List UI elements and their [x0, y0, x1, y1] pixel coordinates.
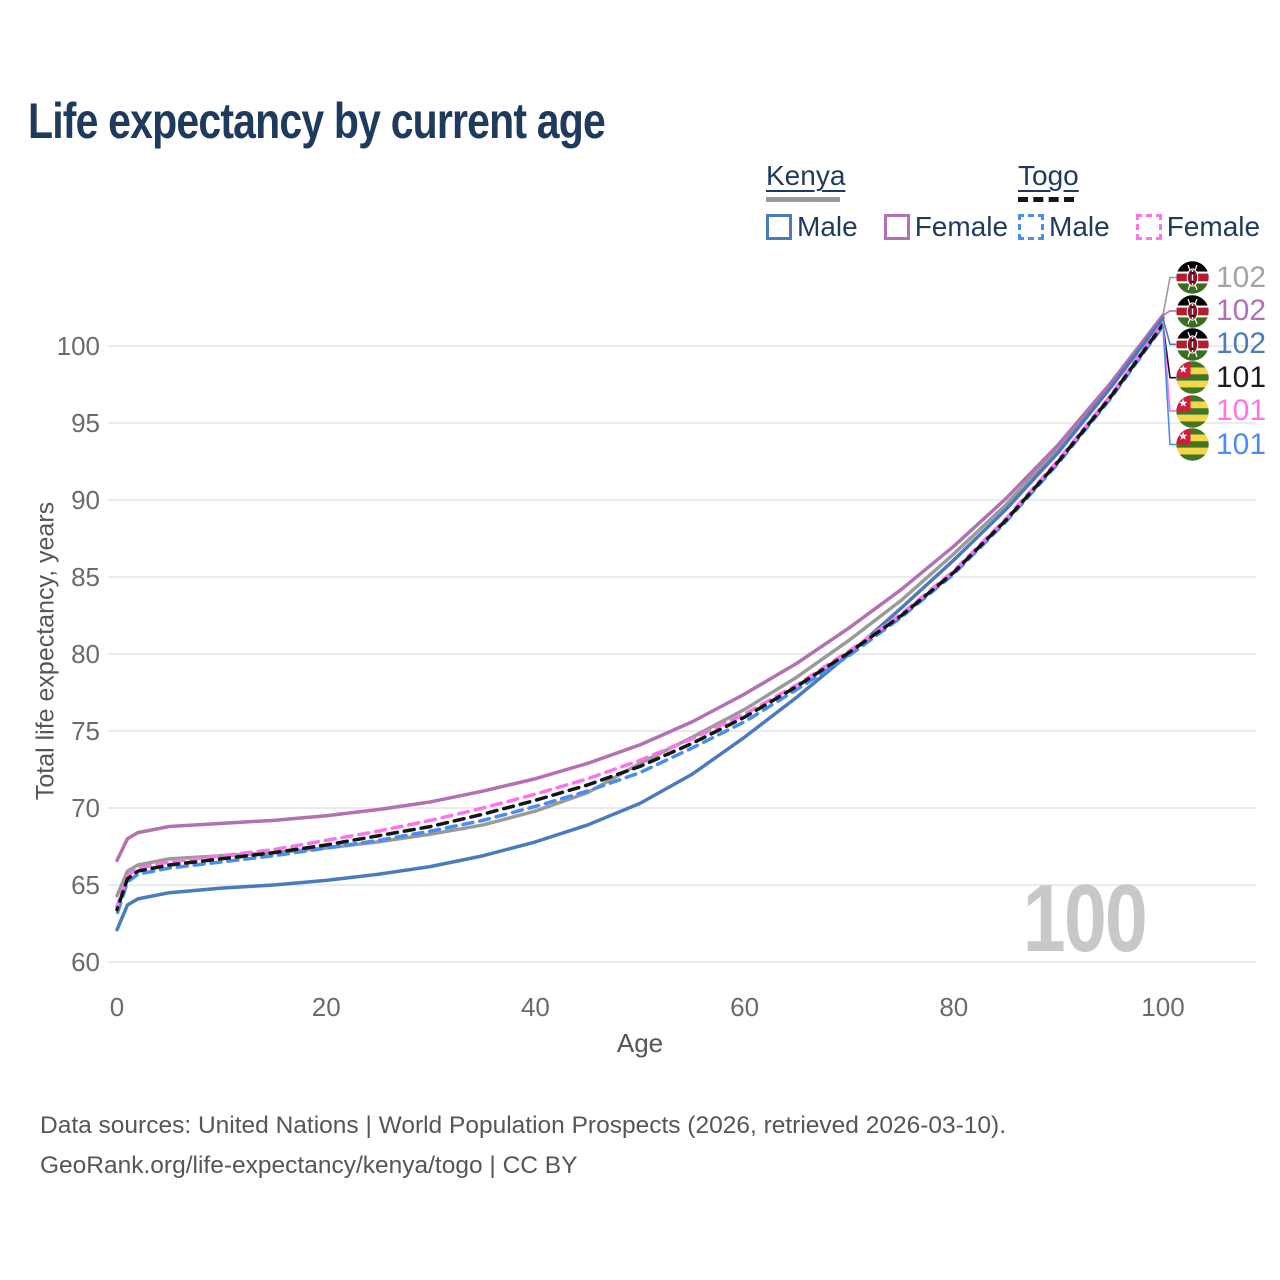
age-counter-watermark: 100: [1022, 865, 1148, 972]
x-tick-label: 80: [939, 992, 968, 1022]
legend-togo-female-label: Female: [1166, 211, 1261, 242]
legend-country-kenya[interactable]: Kenya: [766, 160, 846, 191]
legend-kenya-male-label: Male: [797, 211, 858, 242]
y-tick-label: 85: [71, 562, 100, 592]
y-tick-label: 100: [57, 331, 100, 361]
end-label-row: 102: [1176, 328, 1266, 361]
x-tick-label: 60: [730, 992, 759, 1022]
end-label-value: 101: [1216, 427, 1267, 461]
y-tick-label: 60: [71, 947, 100, 977]
footer: Data sources: United Nations | World Pop…: [40, 1106, 1006, 1185]
leader-line-kenya_male: [1162, 318, 1176, 346]
y-tick-label: 65: [71, 870, 100, 900]
togo-flag-icon: [1176, 428, 1209, 461]
end-label-value: 102: [1216, 260, 1267, 294]
series-line-togo_male[interactable]: [115, 324, 1165, 917]
series-line-togo_female[interactable]: [115, 321, 1165, 909]
kenya-total-line-swatch: [766, 197, 840, 202]
kenya-flag-icon: [1176, 294, 1209, 328]
togo-flag-icon: [1176, 395, 1209, 428]
kenya-flag-icon: [1176, 261, 1209, 294]
end-label-value: 101: [1216, 360, 1267, 394]
leader-line-togo_male: [1162, 325, 1176, 446]
legend-togo-male-label: Male: [1049, 211, 1110, 242]
legend-country-togo[interactable]: Togo: [1018, 160, 1079, 191]
end-label-row: 102: [1176, 294, 1267, 328]
legend-kenya-female[interactable]: Female: [883, 211, 1009, 243]
series-line-kenya_male[interactable]: [115, 316, 1165, 932]
kenya-male-swatch-icon: [766, 214, 792, 240]
footer-data-sources: Data sources: United Nations | World Pop…: [40, 1112, 1007, 1139]
togo-male-swatch-icon: [1018, 214, 1044, 240]
end-labels: 102 102 102: [1176, 261, 1266, 461]
page-title: Life expectancy by current age: [28, 93, 606, 149]
legend-group-kenya: Kenya Male Female: [766, 160, 1008, 243]
end-label-value: 102: [1216, 294, 1267, 328]
end-label-row: 101: [1176, 395, 1266, 428]
y-tick-label: 90: [71, 485, 100, 515]
leader-line-kenya_female: [1162, 310, 1176, 316]
y-axis-title: Total life expectancy, years: [31, 501, 60, 801]
kenya-female-swatch-icon: [883, 214, 910, 240]
end-label-row: 101: [1176, 360, 1267, 395]
end-label-row: 101: [1176, 428, 1266, 461]
leader-line-kenya_total: [1162, 276, 1176, 316]
x-tick-label: 20: [312, 992, 341, 1022]
x-axis-title: Age: [616, 1028, 664, 1058]
y-tick-label: 75: [71, 716, 100, 746]
y-tick-label: 95: [71, 408, 100, 438]
kenya-flag-icon: [1176, 328, 1209, 361]
togo-total-line-swatch: [1018, 197, 1074, 202]
legend-togo-male[interactable]: Male: [1018, 211, 1110, 243]
end-label-value: 101: [1216, 394, 1267, 428]
end-label-row: 102: [1176, 261, 1266, 294]
y-tick-label: 80: [71, 639, 100, 669]
series-line-togo_total[interactable]: [115, 322, 1165, 912]
legend-kenya-female-label: Female: [914, 211, 1009, 242]
legend-kenya-male[interactable]: Male: [766, 211, 858, 243]
togo-flag-icon: [1176, 361, 1209, 395]
footer-attribution: GeoRank.org/life-expectancy/kenya/togo |…: [40, 1151, 578, 1179]
x-tick-label: 40: [521, 992, 550, 1022]
x-tick-label: 0: [110, 992, 124, 1022]
series-line-kenya_female[interactable]: [115, 313, 1165, 863]
togo-female-swatch-icon: [1135, 214, 1162, 240]
y-tick-label: 70: [71, 793, 100, 823]
legend-togo-female[interactable]: Female: [1135, 211, 1261, 243]
x-tick-label: 100: [1141, 992, 1184, 1022]
legend-group-togo: Togo Male Female: [1018, 160, 1260, 243]
end-label-value: 102: [1216, 327, 1267, 361]
